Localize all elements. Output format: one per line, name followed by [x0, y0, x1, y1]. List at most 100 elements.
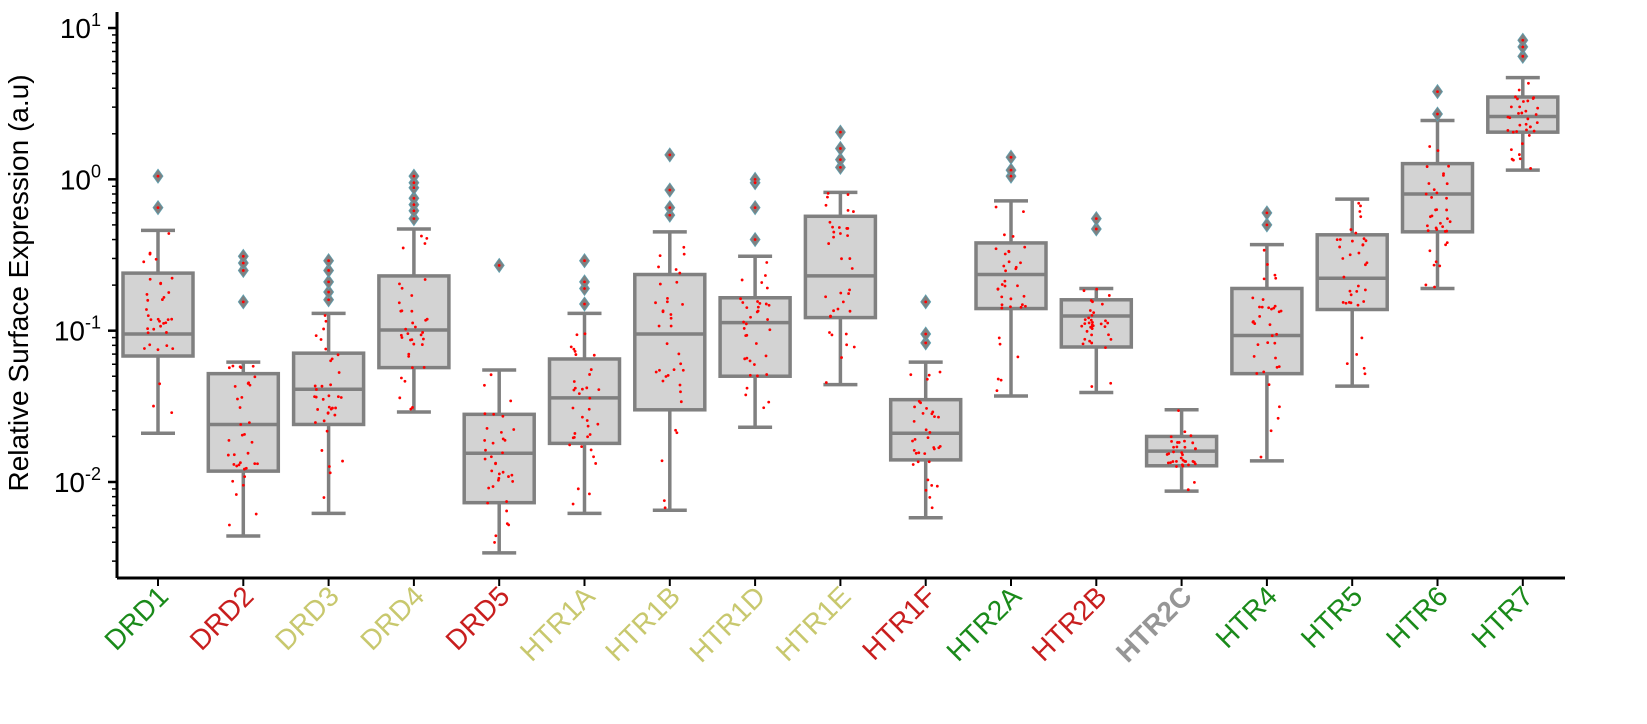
data-point — [663, 506, 667, 510]
data-point — [589, 368, 593, 371]
data-point — [675, 280, 679, 284]
data-point — [931, 410, 935, 414]
data-point — [580, 445, 584, 448]
box — [1230, 286, 1304, 376]
box-group-htr2c — [1144, 408, 1219, 493]
data-point — [510, 473, 514, 477]
data-point — [588, 373, 591, 376]
data-point — [419, 333, 423, 337]
data-point — [1430, 196, 1433, 199]
data-point — [333, 413, 337, 417]
data-point — [233, 384, 237, 388]
category-label: HTR7 — [1465, 580, 1539, 654]
data-point — [505, 500, 508, 503]
data-point — [839, 158, 842, 162]
data-point — [1019, 305, 1023, 309]
data-point — [589, 448, 593, 452]
data-point — [1255, 372, 1259, 375]
data-point — [1356, 303, 1360, 307]
data-point — [1009, 174, 1013, 178]
data-point — [1269, 429, 1273, 433]
data-point — [487, 486, 491, 490]
data-point — [927, 373, 931, 377]
data-point — [412, 217, 416, 221]
box — [803, 214, 878, 320]
data-point — [1432, 263, 1436, 267]
category-label: HTR6 — [1380, 580, 1454, 654]
data-point — [485, 426, 489, 430]
data-point — [497, 476, 501, 480]
data-point — [571, 436, 575, 440]
data-point — [247, 381, 251, 385]
data-point — [654, 301, 657, 305]
data-point — [917, 451, 921, 455]
data-point — [319, 338, 323, 341]
data-point — [829, 315, 832, 319]
data-point — [250, 440, 254, 444]
data-point — [836, 307, 840, 311]
data-point — [232, 453, 236, 457]
data-point — [1176, 441, 1179, 444]
data-point — [1517, 88, 1521, 92]
data-point — [654, 370, 658, 374]
data-point — [925, 406, 928, 410]
data-point — [1526, 117, 1530, 121]
data-point — [597, 388, 601, 392]
data-point — [165, 331, 168, 334]
data-point — [1107, 294, 1111, 297]
data-point — [161, 298, 164, 301]
data-point — [1272, 306, 1276, 310]
data-point — [143, 347, 146, 350]
data-point — [1087, 316, 1091, 320]
data-point — [1448, 220, 1452, 224]
data-point — [1362, 366, 1366, 370]
data-point — [409, 407, 413, 411]
box-group-htr2b — [1059, 210, 1134, 395]
data-point — [1251, 296, 1255, 300]
data-point — [159, 282, 163, 286]
data-point — [412, 174, 416, 178]
data-point — [1000, 295, 1004, 299]
data-point — [1434, 260, 1438, 264]
data-point — [925, 377, 929, 381]
data-point — [400, 376, 403, 380]
data-point — [251, 364, 255, 368]
data-point — [1535, 121, 1539, 125]
data-point — [489, 455, 493, 459]
data-point — [1022, 294, 1026, 298]
data-point — [1256, 343, 1260, 347]
data-point — [1266, 341, 1270, 345]
box — [206, 371, 281, 473]
data-point — [329, 359, 333, 363]
category-label: HTR4 — [1210, 580, 1284, 654]
data-point — [1278, 405, 1281, 409]
data-point — [1338, 238, 1342, 241]
data-point — [846, 208, 850, 212]
data-point — [924, 488, 928, 492]
data-point — [236, 397, 239, 401]
data-point — [1445, 208, 1449, 212]
data-point — [497, 472, 501, 476]
data-point — [422, 337, 425, 341]
category-label: DRD3 — [269, 580, 345, 656]
data-point — [1435, 228, 1439, 231]
data-point — [1014, 265, 1018, 269]
data-point — [243, 475, 247, 479]
data-point — [1275, 365, 1279, 369]
data-point — [1515, 130, 1519, 133]
data-point — [935, 484, 939, 488]
data-point — [1016, 284, 1019, 288]
data-point — [1100, 302, 1104, 306]
data-point — [1104, 319, 1107, 323]
data-point — [1356, 284, 1360, 288]
data-point — [933, 415, 936, 419]
box-group-htr1a — [547, 253, 622, 516]
data-point — [1183, 430, 1187, 434]
data-point — [995, 389, 999, 393]
data-point — [1099, 322, 1103, 326]
data-point — [145, 293, 149, 296]
data-point — [996, 287, 1000, 291]
category-label: HTR2A — [940, 580, 1027, 667]
data-point — [148, 343, 152, 347]
data-point — [679, 390, 682, 394]
